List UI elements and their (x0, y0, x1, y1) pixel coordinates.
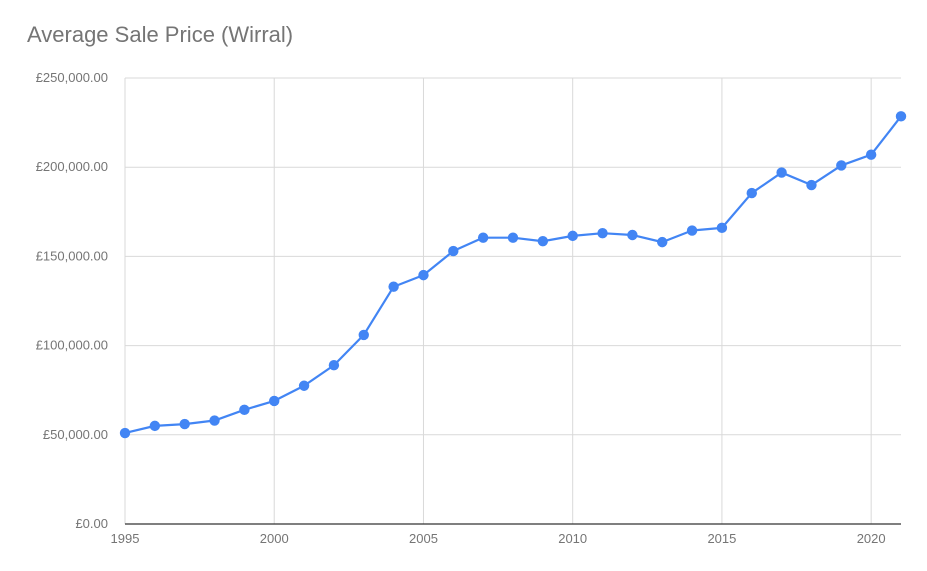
data-point (149, 420, 161, 432)
x-tick-label: 2010 (558, 531, 587, 546)
grid-lines (124, 77, 901, 525)
data-point (507, 232, 519, 243)
data-point (537, 236, 549, 247)
y-tick-label: £50,000.00 (43, 427, 108, 442)
y-tick-label: £100,000.00 (36, 338, 108, 353)
data-point (806, 179, 817, 191)
data-point (328, 360, 340, 371)
data-point (298, 380, 310, 391)
data-point (448, 245, 459, 257)
data-point (209, 415, 220, 426)
x-tick-label: 1995 (111, 531, 140, 546)
data-point (836, 160, 847, 171)
x-axis-tick-labels: 1995 2000 2005 2010 2015 2020 (111, 531, 886, 546)
data-point (746, 187, 757, 199)
data-point (567, 230, 578, 242)
data-point (865, 149, 877, 160)
data-point (716, 222, 728, 234)
data-point (418, 269, 429, 281)
data-point (119, 427, 131, 439)
x-tick-label: 2015 (707, 531, 736, 546)
y-tick-label: £0.00 (75, 516, 108, 531)
data-point (477, 232, 489, 243)
y-tick-label: £150,000.00 (36, 248, 108, 263)
y-tick-label: £250,000.00 (36, 70, 108, 85)
data-point (686, 225, 698, 236)
series-layer (119, 111, 907, 439)
data-point (179, 418, 190, 430)
x-tick-label: 2020 (857, 531, 886, 546)
data-point (597, 228, 608, 239)
y-axis-tick-labels: £0.00 £50,000.00 £100,000.00 £150,000.00 £20… (36, 70, 108, 531)
data-point (627, 229, 638, 241)
chart-title: Average Sale Price (Wirral) (27, 22, 294, 47)
series-line (124, 115, 902, 435)
x-tick-label: 2005 (409, 531, 438, 546)
data-point (239, 404, 250, 416)
x-tick-label: 2000 (260, 531, 289, 546)
data-point (358, 329, 369, 341)
y-tick-label: £200,000.00 (36, 159, 108, 174)
data-point (269, 395, 280, 407)
data-point (657, 236, 668, 248)
data-point (895, 111, 907, 122)
data-point (388, 281, 399, 292)
data-point (776, 167, 787, 178)
